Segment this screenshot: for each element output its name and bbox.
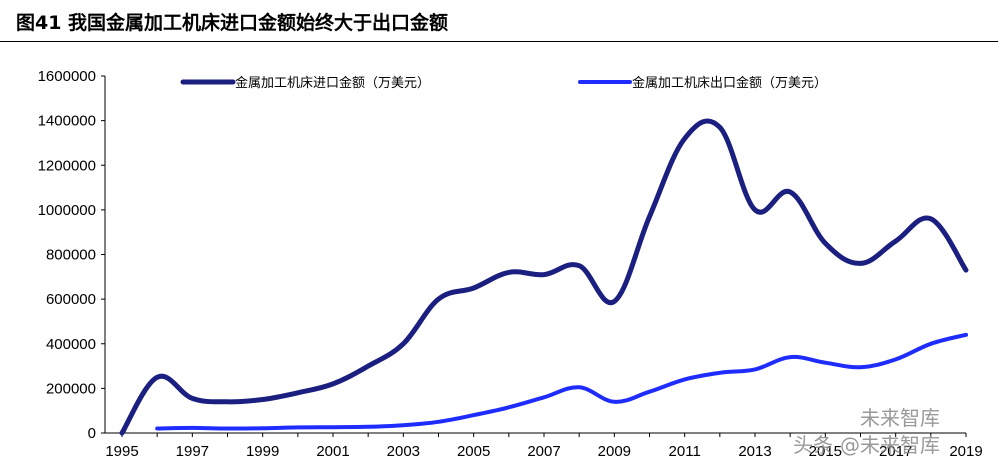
x-tick-label: 2017 (879, 443, 912, 460)
watermark-line2-handle: @未来智库 (840, 433, 940, 457)
legend-label: 金属加工机床进口金额（万美元） (235, 75, 430, 91)
x-tick-label: 2013 (738, 443, 771, 460)
legend-import: 金属加工机床进口金额（万美元） (180, 75, 430, 91)
series-layer (119, 118, 969, 436)
x-tick-label: 1997 (176, 443, 209, 460)
x-tick-label: 1999 (246, 443, 279, 460)
x-tick-label: 2009 (598, 443, 631, 460)
x-tick-label: 1995 (105, 443, 138, 460)
export-series-line (155, 332, 968, 431)
x-tick-label: 2011 (669, 443, 701, 460)
import-series-line (119, 118, 969, 436)
y-tick-label: 600000 (46, 291, 96, 308)
y-tick-label: 0 (88, 425, 96, 442)
y-tick-label: 1600000 (38, 68, 96, 85)
title-rule (0, 41, 998, 42)
x-tick-label: 2005 (457, 443, 490, 460)
figure-title: 图41 我国金属加工机床进口金额始终大于出口金额 (16, 12, 449, 34)
x-tick-label: 2019 (949, 443, 982, 460)
y-tick-label: 1400000 (38, 113, 96, 130)
legend-label: 金属加工机床出口金额（万美元） (632, 75, 827, 91)
y-tick-label: 1000000 (38, 202, 96, 219)
x-tick-label: 2001 (316, 443, 349, 460)
title-bar: 图41 我国金属加工机床进口金额始终大于出口金额 (0, 0, 998, 42)
legend-export: 金属加工机床出口金额（万美元） (578, 75, 827, 91)
y-tick-label: 1200000 (38, 157, 96, 174)
y-tick-label: 800000 (46, 247, 96, 264)
watermark: 未来智库 头条 @未来智库 (793, 406, 940, 457)
x-tick-label: 2015 (809, 443, 842, 460)
watermark-line2-prefix: 头条 (793, 433, 833, 457)
y-tick-label: 200000 (46, 380, 96, 397)
watermark-line1: 未来智库 (860, 406, 940, 430)
x-tick-label: 2007 (527, 443, 560, 460)
x-tick-label: 2003 (387, 443, 420, 460)
legend: 金属加工机床进口金额（万美元） 金属加工机床出口金额（万美元） (180, 75, 827, 91)
y-tick-label: 400000 (46, 336, 96, 353)
axes: 0 200000 400000 600000 800000 1000000 1200000 1… (38, 68, 983, 460)
